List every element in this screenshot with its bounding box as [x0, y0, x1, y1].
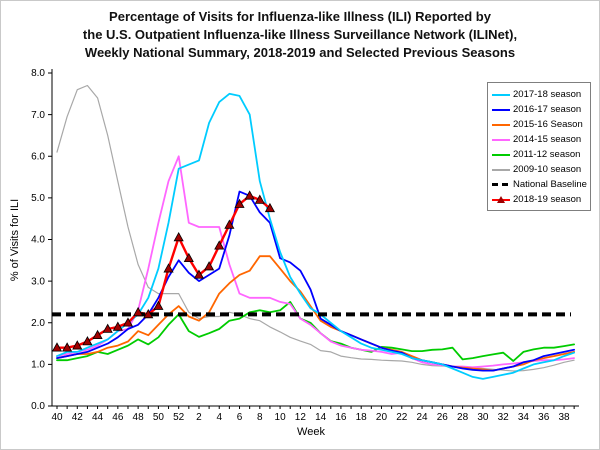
series-2009-10-season — [56, 84, 575, 372]
x-tick-label: 6 — [237, 412, 243, 423]
series-marker-triangle — [51, 342, 63, 352]
series-marker-triangle — [254, 194, 265, 204]
x-tick-label: 52 — [173, 412, 185, 423]
y-tick-label: 2.0 — [31, 318, 45, 329]
legend: 2017-18 season 2016-17 season 2015-16 Seas… — [487, 82, 591, 211]
series-marker-triangle — [163, 263, 174, 273]
x-tick-label: 18 — [356, 412, 368, 423]
x-tick-label: 42 — [72, 412, 84, 423]
series-marker-triangle — [173, 231, 184, 242]
series-marker-triangle — [193, 269, 205, 279]
series-marker-triangle — [264, 202, 276, 213]
legend-label: 2018-19 season — [513, 194, 582, 205]
legend-label: 2011-12 season — [513, 149, 581, 160]
legend-item-2014-15-season: 2014-15 season — [492, 132, 588, 147]
chart-title-line-1: Percentage of Visits for Influenza-like … — [109, 9, 491, 24]
x-tick-label: 50 — [153, 412, 165, 423]
series-marker-triangle — [133, 306, 144, 317]
legend-item-2015-16-season: 2015-16 Season — [492, 117, 588, 132]
legend-item-2017-18-season: 2017-18 season — [492, 87, 588, 102]
x-tick-label: 4 — [216, 412, 222, 423]
x-tick-label: 12 — [295, 412, 307, 423]
series-marker-triangle — [153, 300, 164, 310]
series-2018-19-season — [55, 194, 272, 349]
legend-line-swatch — [492, 105, 510, 115]
series-marker-triangle — [204, 261, 215, 271]
x-tick-label: 24 — [416, 412, 428, 423]
legend-label: 2009-10 season — [513, 164, 582, 175]
chart-title: Percentage of Visits for Influenza-like … — [1, 8, 599, 62]
legend-line-swatch — [492, 90, 510, 100]
y-tick-label: 6.0 — [31, 151, 45, 162]
x-tick-label: 40 — [51, 412, 63, 423]
legend-label: 2016-17 season — [513, 104, 582, 115]
y-tick-label: 3.0 — [31, 276, 45, 287]
x-tick-label: 34 — [518, 412, 530, 423]
series-marker-triangle — [224, 219, 235, 229]
chart-title-line-2: the U.S. Outpatient Influenza-like Illne… — [82, 27, 518, 42]
y-tick-label: 0.0 — [31, 401, 45, 412]
x-tick-label: 38 — [558, 412, 570, 423]
series-marker-triangle — [102, 323, 113, 333]
legend-label: 2017-18 season — [513, 89, 582, 100]
x-tick-label: 16 — [335, 412, 347, 423]
legend-item-2016-17-season: 2016-17 season — [492, 102, 588, 117]
y-tick-label: 5.0 — [31, 193, 45, 204]
series-2017-18-season — [56, 92, 575, 380]
x-tick-label: 30 — [477, 412, 489, 423]
series-marker-triangle — [244, 190, 255, 200]
series-marker-triangle — [143, 308, 154, 319]
x-tick-label: 14 — [315, 412, 327, 423]
legend-line-swatch — [492, 120, 510, 130]
legend-line-swatch — [492, 150, 510, 160]
legend-item-2011-12-season: 2011-12 season — [492, 147, 588, 162]
legend-line-swatch — [492, 165, 510, 175]
series-marker-triangle — [183, 252, 194, 263]
x-tick-label: 2 — [196, 412, 202, 423]
x-tick-label: 22 — [396, 412, 408, 423]
legend-item-2018-19-season: 2018-19 season — [492, 192, 588, 207]
series-2014-15-season — [56, 155, 575, 369]
y-axis-title: % of Visits for ILI — [9, 199, 21, 281]
x-tick-label: 28 — [457, 412, 469, 423]
series-marker-triangle — [72, 340, 83, 350]
y-tick-label: 7.0 — [31, 110, 45, 121]
x-tick-label: 44 — [92, 412, 104, 423]
series-marker-triangle — [234, 198, 245, 208]
legend-label: 2014-15 season — [513, 134, 582, 145]
y-tick-label: 1.0 — [31, 360, 45, 371]
series-marker-triangle — [214, 240, 225, 250]
legend-triangle-marker-icon — [497, 195, 505, 203]
series-marker-triangle — [92, 329, 103, 340]
x-tick-label: 10 — [275, 412, 287, 423]
series-marker-triangle — [112, 321, 123, 331]
series-2016-17-season — [56, 190, 575, 372]
x-tick-label: 8 — [257, 412, 263, 423]
x-tick-label: 48 — [133, 412, 145, 423]
legend-label: National Baseline — [513, 179, 587, 190]
x-tick-label: 32 — [498, 412, 510, 423]
series-marker-triangle — [62, 342, 73, 352]
x-tick-label: 36 — [538, 412, 550, 423]
legend-line-swatch — [492, 195, 510, 205]
series-marker-triangle — [122, 317, 134, 327]
x-axis-title: Week — [297, 426, 325, 438]
legend-label: 2015-16 Season — [513, 119, 583, 130]
legend-line-swatch — [492, 180, 510, 190]
x-tick-label: 26 — [437, 412, 449, 423]
legend-line-swatch — [492, 135, 510, 145]
series-marker-triangle — [82, 336, 93, 346]
x-tick-label: 46 — [112, 412, 124, 423]
legend-item-2009-10-season: 2009-10 season — [492, 162, 588, 177]
legend-item-national-baseline: National Baseline — [492, 177, 588, 192]
chart-title-line-3: Weekly National Summary, 2018-2019 and S… — [84, 45, 516, 60]
x-tick-label: 20 — [376, 412, 388, 423]
y-tick-label: 4.0 — [31, 235, 45, 246]
y-tick-label: 8.0 — [31, 68, 45, 79]
